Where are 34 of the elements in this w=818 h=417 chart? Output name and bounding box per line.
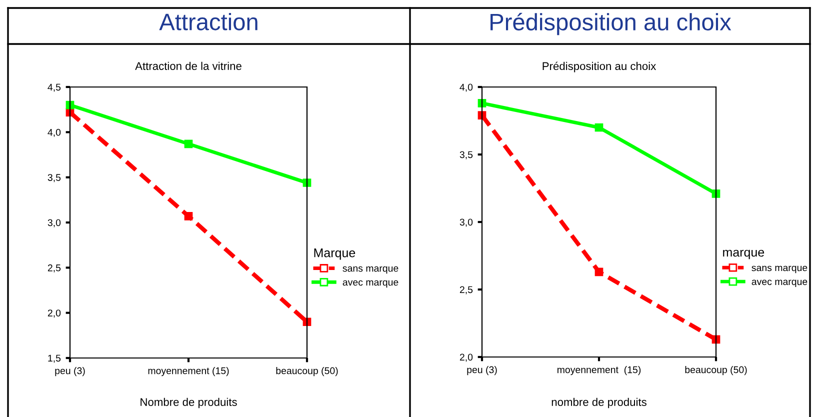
- legend-title: marque: [723, 250, 764, 260]
- point: [594, 268, 604, 276]
- x-tick-label: peu (3): [55, 367, 85, 376]
- y-tick-label: 2,5: [460, 286, 473, 294]
- x-tick-label: beaucoup (50): [685, 366, 747, 376]
- y-tick-label: 4,0: [460, 84, 473, 92]
- legend-label: avec marque: [752, 280, 808, 287]
- legend-label: sans marque: [342, 266, 398, 274]
- chart-title: Prédisposition au choix: [490, 12, 732, 36]
- y-tick-label: 2,5: [48, 264, 61, 272]
- y-tick-label: 4,0: [48, 128, 61, 137]
- x-tick-label: moyennement (15): [148, 367, 229, 376]
- y-tick-label: 3,0: [48, 219, 61, 228]
- x-axis-title: Nombre de produits: [140, 398, 237, 408]
- chart-subtitle: Prédisposition au choix: [542, 62, 656, 72]
- y-tick-label: 2,0: [48, 310, 61, 318]
- x-tick-label: beaucoup (50): [276, 367, 338, 376]
- point: [184, 140, 193, 148]
- legend-label: sans marque: [752, 266, 808, 274]
- x-tick-label: peu (3): [467, 366, 497, 376]
- y-tick-label: 3,5: [460, 151, 473, 160]
- y-tick-label: 2,0: [460, 354, 473, 362]
- chart-title: Attraction: [159, 12, 258, 30]
- point: [594, 123, 604, 132]
- legend-label: avec marque: [342, 280, 398, 288]
- point: [184, 212, 193, 220]
- legend-title: Marque: [314, 248, 356, 260]
- y-tick-label: 3,0: [460, 218, 473, 227]
- x-tick-label: moyennement (15): [558, 366, 641, 376]
- x-axis-title: nombre de produits: [552, 398, 646, 408]
- y-tick-label: 1,5: [48, 354, 61, 363]
- y-tick-label: 4,5: [48, 84, 61, 92]
- chart-subtitle: Attraction de la vitrine: [135, 62, 242, 70]
- y-tick-label: 3,5: [48, 174, 61, 182]
